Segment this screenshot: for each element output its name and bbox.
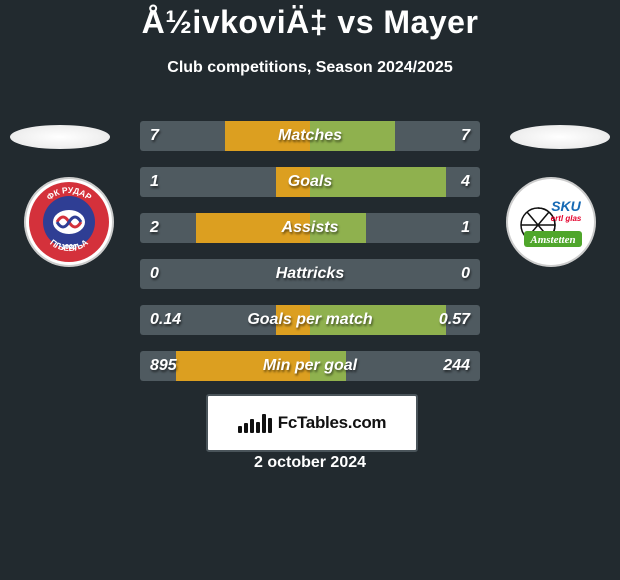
timestamp: 2 october 2024 [0,454,620,472]
brand-label: FcTables.com [278,413,387,433]
player-photo-right [510,125,610,149]
player-photo-left [10,125,110,149]
stats-comparison-chart: Matches77 Goals14 Assists21 Hattricks00 Goal… [140,121,480,397]
club-badge-left: ФК РУДАР ПЉЕВЉА 1920 [24,177,114,267]
stat-row: Hattricks00 [140,259,480,289]
bar-chart-icon [238,413,272,433]
stat-row: Min per goal895244 [140,351,480,381]
club-badge-right: SKU ertl glas Amstetten [506,177,596,267]
svg-text:SKU: SKU [551,198,581,214]
rudar-logo-icon: ФК РУДАР ПЉЕВЉА 1920 [28,181,110,263]
brand-footer[interactable]: FcTables.com [206,394,418,452]
stat-row: Goals14 [140,167,480,197]
stat-row: Assists21 [140,213,480,243]
page-title: Å½ivkoviÄ‡ vs Mayer [0,0,620,41]
amstetten-logo-icon: SKU ertl glas Amstetten [510,181,592,263]
svg-text:1920: 1920 [61,244,77,251]
stat-row: Goals per match0.140.57 [140,305,480,335]
svg-text:Amstetten: Amstetten [529,234,575,246]
stat-row: Matches77 [140,121,480,151]
svg-text:ertl glas: ertl glas [551,214,582,223]
page-subtitle: Club competitions, Season 2024/2025 [0,59,620,77]
